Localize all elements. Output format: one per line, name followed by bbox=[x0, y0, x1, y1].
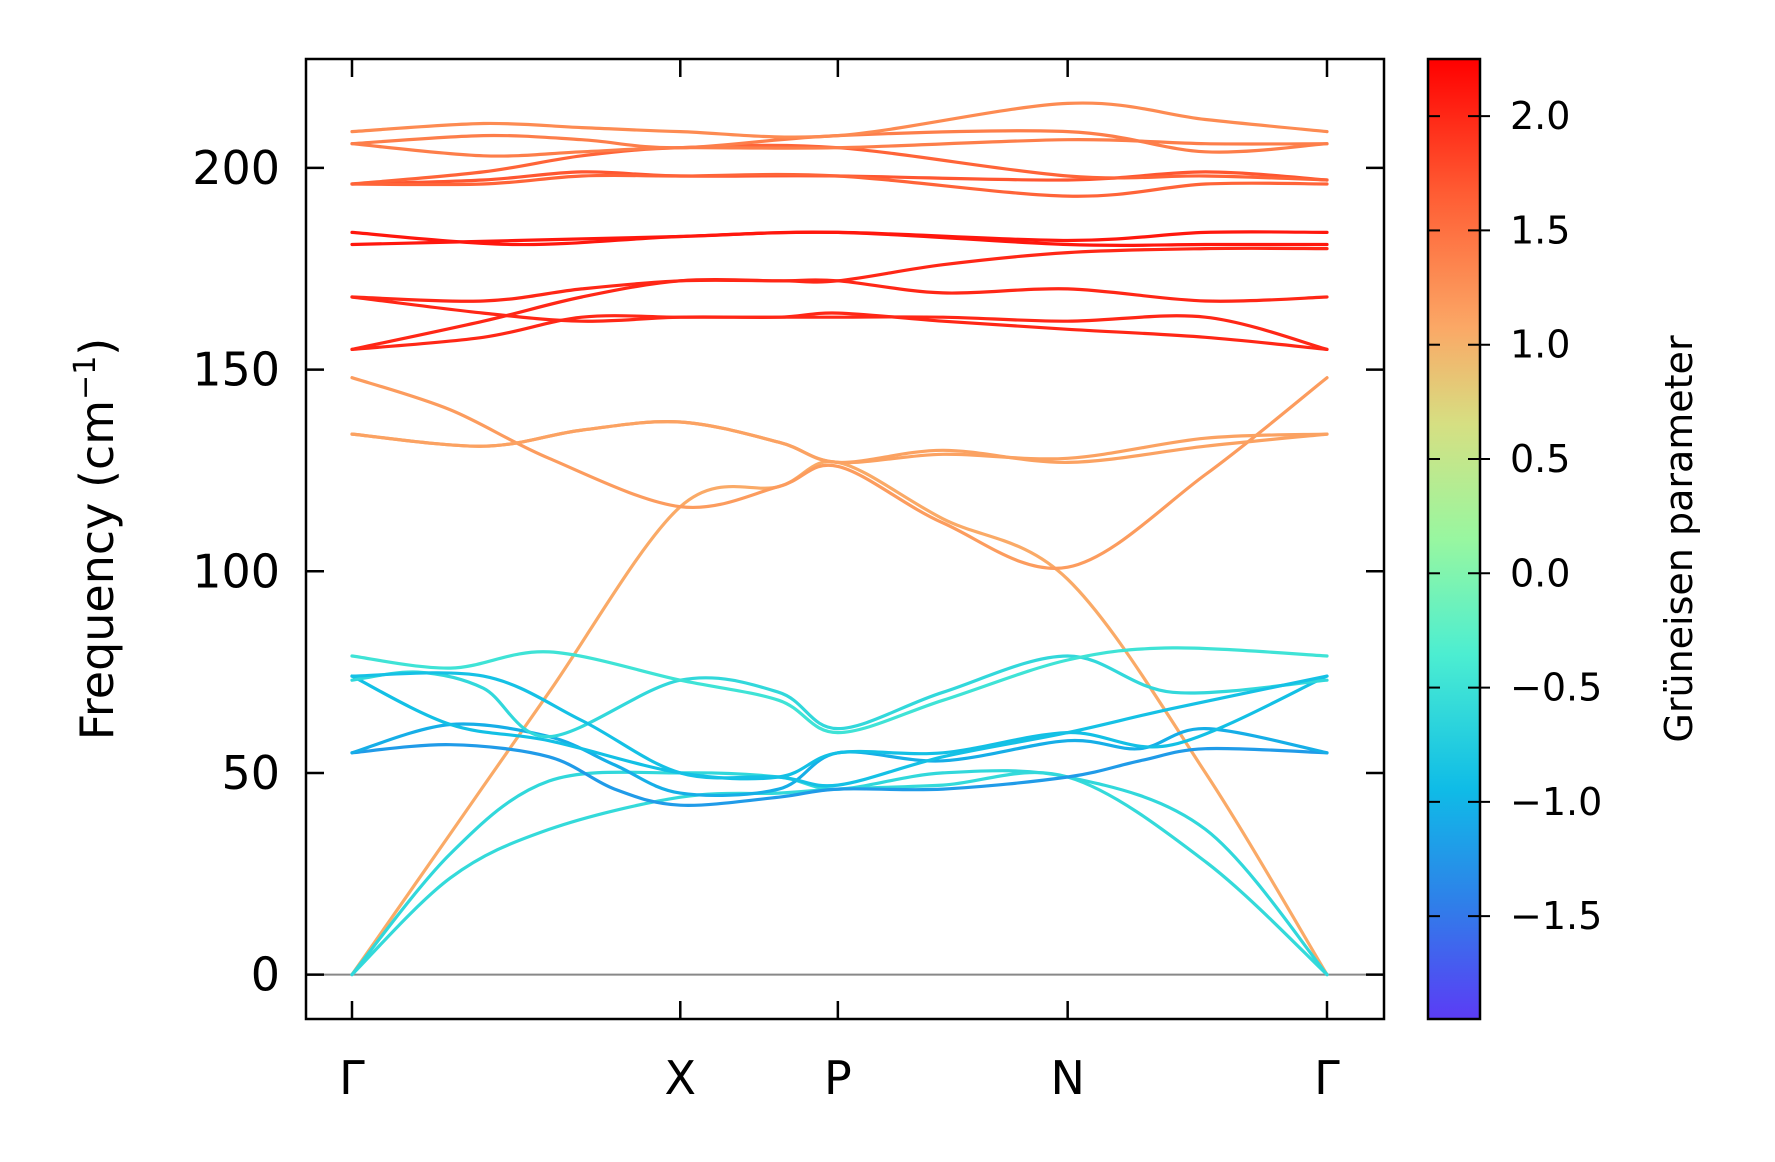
phonon-band-1 bbox=[350, 459, 1329, 977]
phonon-band-20 bbox=[350, 172, 1329, 198]
colorbar-gradient bbox=[1426, 57, 1482, 1021]
colorbar-ticks: 2.0 1.5 1.0 0.5 0.0 −0.5 −1.0 −1.5 bbox=[1428, 94, 1602, 938]
phonon-band-21 bbox=[350, 143, 1329, 186]
phonon-band-4 bbox=[350, 420, 1329, 465]
x-tick-label: N bbox=[1050, 1051, 1084, 1105]
colorbar-tick-label: 2.0 bbox=[1510, 94, 1570, 138]
phonon-band-5 bbox=[350, 770, 1329, 977]
y-tick-label: 200 bbox=[192, 141, 280, 195]
y-axis-ticks: 0 50 100 150 200 bbox=[192, 141, 1384, 1002]
phonon-band-16 bbox=[350, 278, 1329, 303]
x-tick-label: Γ bbox=[339, 1051, 365, 1105]
phonon-band-7 bbox=[350, 743, 1329, 807]
phonon-band-12 bbox=[350, 671, 1329, 788]
phonon-band-15 bbox=[350, 295, 1329, 351]
x-tick-label: Γ bbox=[1314, 1051, 1340, 1105]
phonon-band-2 bbox=[350, 376, 1329, 570]
y-tick-label: 150 bbox=[192, 343, 280, 397]
y-tick-label: 50 bbox=[221, 746, 280, 800]
y-tick-label: 100 bbox=[192, 544, 280, 598]
phonon-band-14 bbox=[350, 314, 1329, 351]
colorbar-tick-label: −1.0 bbox=[1510, 780, 1602, 824]
colorbar-label: Grüneisen parameter bbox=[1657, 335, 1701, 743]
phonon-band-6 bbox=[350, 769, 1329, 977]
y-axis-label: Frequency (cm−1) bbox=[68, 338, 124, 741]
plot-area: 0 50 100 150 200 Γ X P N Γ bbox=[192, 57, 1386, 1105]
x-tick-label: P bbox=[824, 1051, 852, 1105]
y-axis-label-main: Frequency (cm bbox=[70, 400, 124, 740]
phonon-band-13 bbox=[350, 246, 1329, 351]
y-axis-label-sup: −1 bbox=[68, 356, 103, 400]
plot-frame bbox=[304, 57, 1386, 1021]
colorbar-tick-label: 1.5 bbox=[1510, 208, 1570, 252]
colorbar-tick-label: −1.5 bbox=[1510, 894, 1602, 938]
phonon-band-9 bbox=[350, 674, 1329, 781]
colorbar: 2.0 1.5 1.0 0.5 0.0 −0.5 −1.0 −1.5 Grüneisen pa… bbox=[1426, 57, 1701, 1021]
colorbar-tick-label: 0.0 bbox=[1510, 551, 1570, 595]
phonon-band-24 bbox=[350, 101, 1329, 139]
y-tick-label: 0 bbox=[251, 948, 280, 1002]
phonon-bands bbox=[350, 101, 1329, 977]
phonon-band-22 bbox=[350, 138, 1329, 158]
colorbar-tick-label: −0.5 bbox=[1510, 666, 1602, 710]
colorbar-tick-label: 0.5 bbox=[1510, 437, 1570, 481]
phonon-band-10 bbox=[350, 654, 1329, 739]
y-axis-label-end: ) bbox=[70, 338, 124, 356]
phonon-band-11 bbox=[350, 646, 1329, 735]
phonon-band-3 bbox=[350, 420, 1329, 465]
colorbar-tick-label: 1.0 bbox=[1510, 323, 1570, 367]
x-tick-label: X bbox=[665, 1051, 697, 1105]
phonon-band-18 bbox=[350, 230, 1329, 248]
